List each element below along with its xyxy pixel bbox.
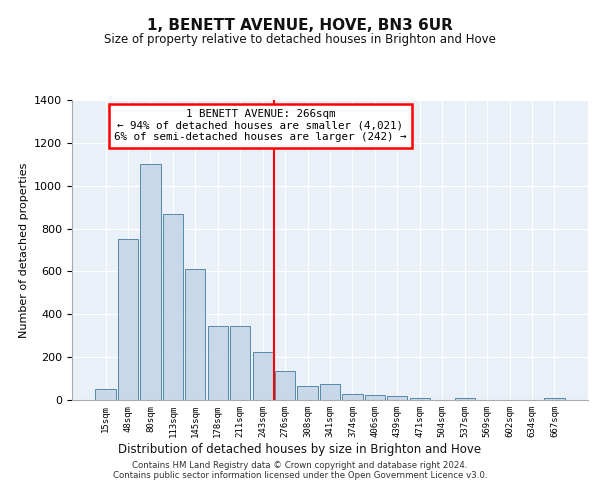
- Bar: [365, 394, 385, 400]
- Bar: [185, 270, 205, 400]
- Bar: [320, 384, 340, 400]
- Bar: [275, 371, 295, 400]
- Bar: [230, 326, 250, 400]
- Bar: [95, 390, 116, 400]
- Bar: [140, 164, 161, 400]
- Bar: [163, 214, 183, 400]
- Bar: [544, 398, 565, 400]
- Bar: [410, 398, 430, 400]
- Text: 1, BENETT AVENUE, HOVE, BN3 6UR: 1, BENETT AVENUE, HOVE, BN3 6UR: [147, 18, 453, 32]
- Bar: [118, 240, 138, 400]
- Bar: [455, 398, 475, 400]
- Text: Contains HM Land Registry data © Crown copyright and database right 2024.
Contai: Contains HM Land Registry data © Crown c…: [113, 460, 487, 480]
- Bar: [343, 394, 362, 400]
- Bar: [387, 396, 407, 400]
- Y-axis label: Number of detached properties: Number of detached properties: [19, 162, 29, 338]
- Bar: [208, 326, 228, 400]
- Text: Distribution of detached houses by size in Brighton and Hove: Distribution of detached houses by size …: [118, 442, 482, 456]
- Text: Size of property relative to detached houses in Brighton and Hove: Size of property relative to detached ho…: [104, 32, 496, 46]
- Bar: [298, 386, 317, 400]
- Text: 1 BENETT AVENUE: 266sqm
← 94% of detached houses are smaller (4,021)
6% of semi-: 1 BENETT AVENUE: 266sqm ← 94% of detache…: [114, 109, 407, 142]
- Bar: [253, 352, 273, 400]
